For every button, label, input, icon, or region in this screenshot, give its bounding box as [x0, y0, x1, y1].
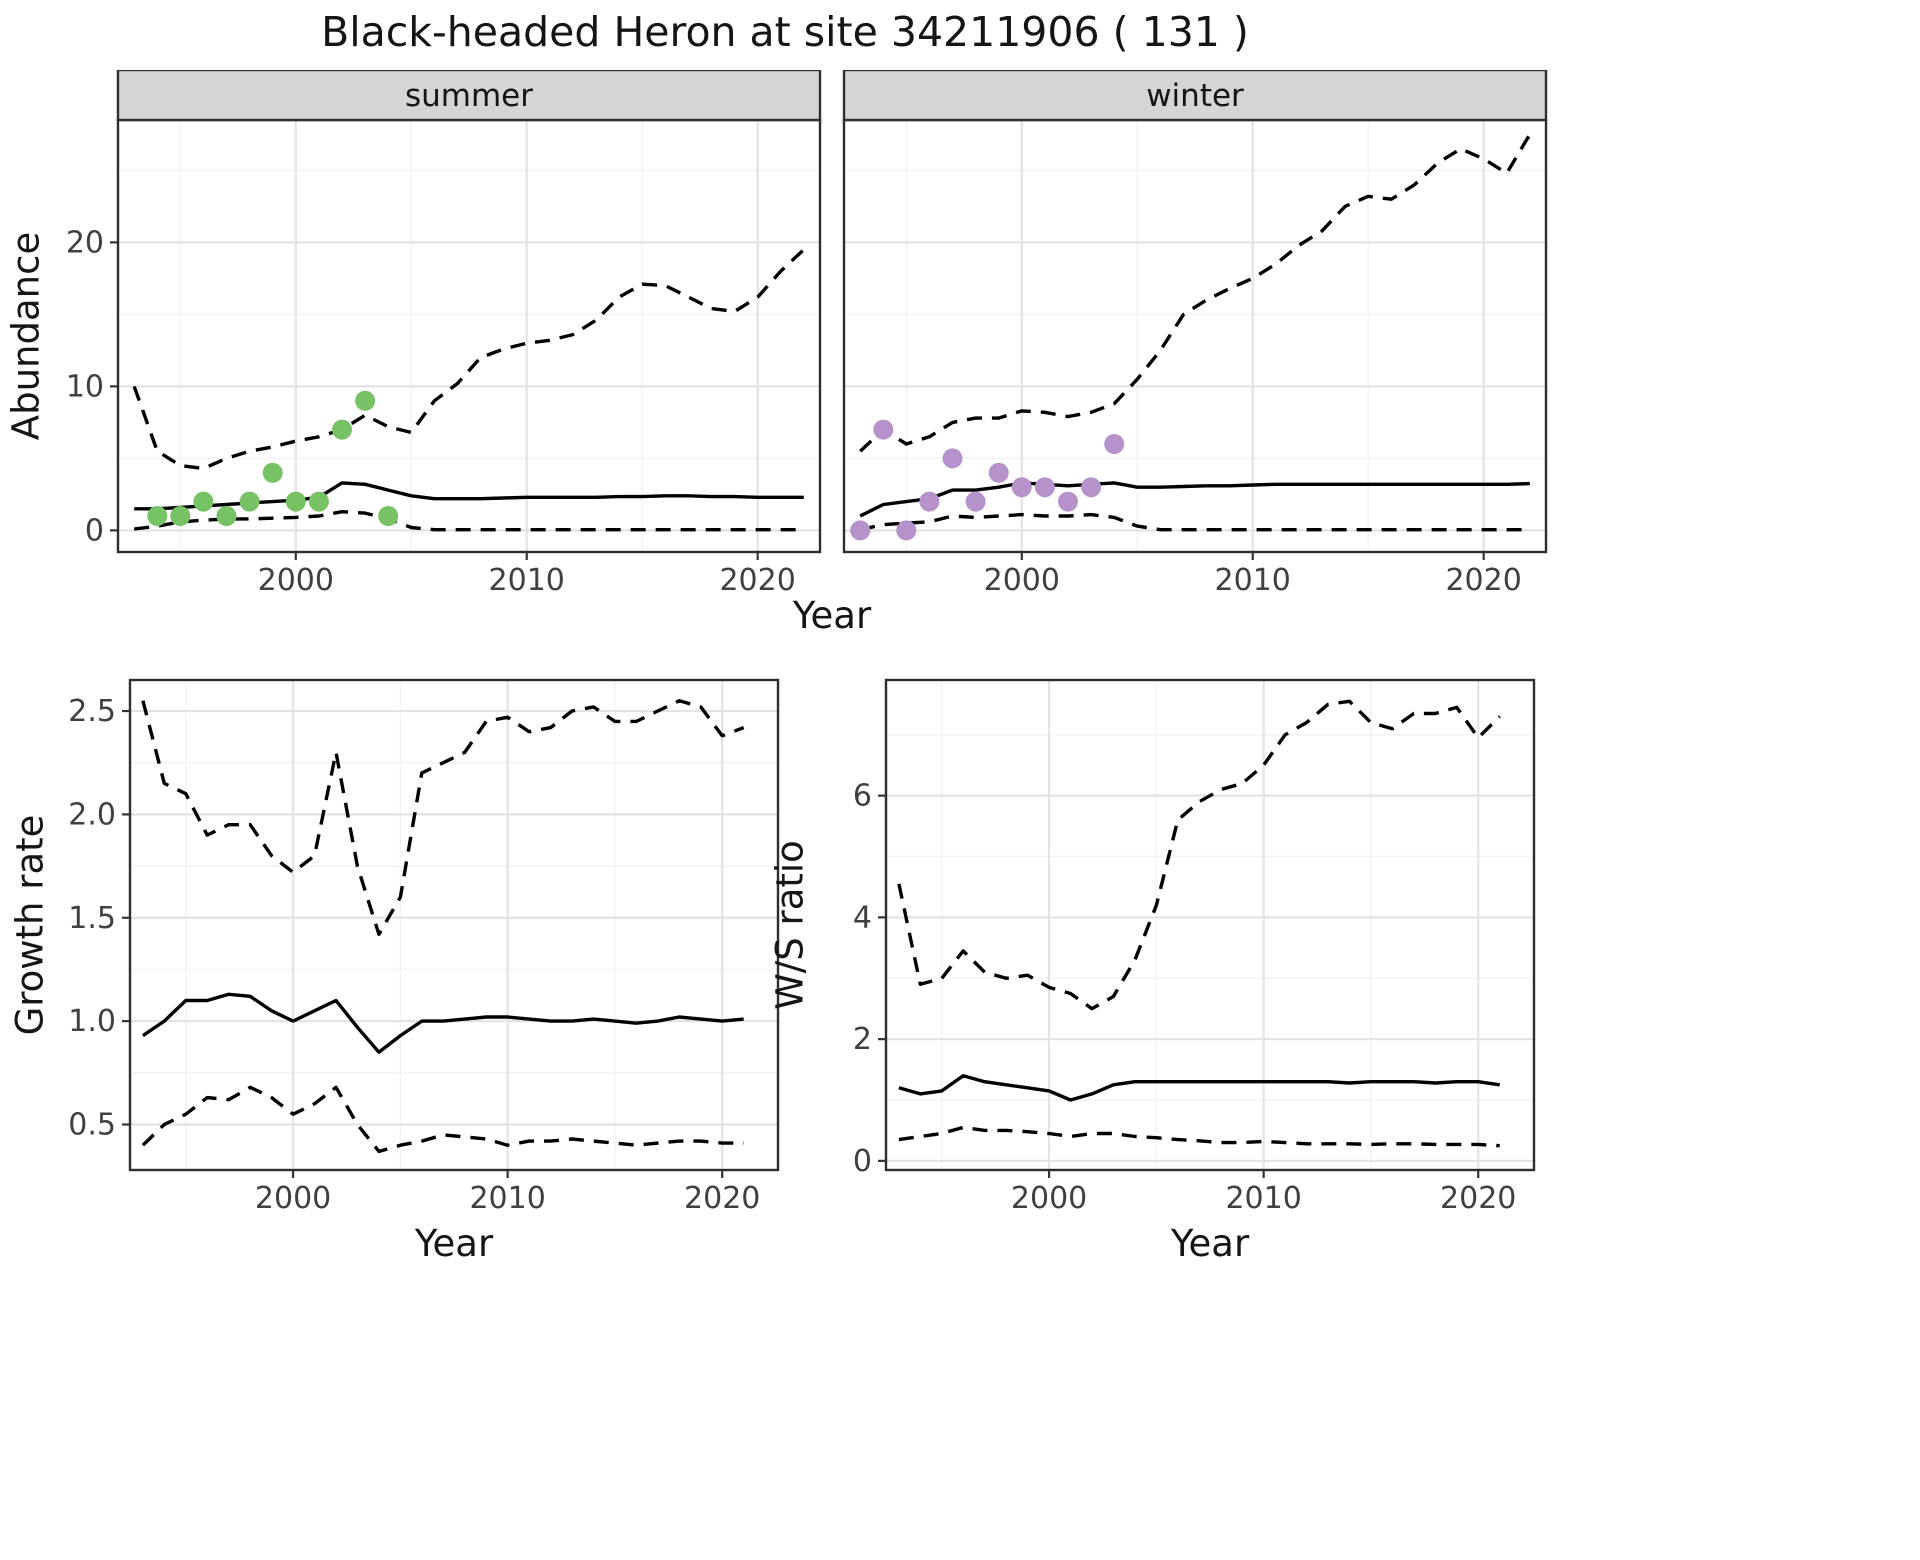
facet-strip-label: winter: [1146, 78, 1244, 114]
panel-winter: 2000 2010 2020 winter: [842, 70, 1548, 594]
observation-point: [262, 462, 283, 483]
y-tick-label: 0: [85, 513, 104, 548]
series-upper-ci: [859, 133, 1532, 453]
panel-growth-rate: 2000 2010 2020 0.5 1.0 1.5 2.0 2.5: [68, 678, 780, 1216]
x-tick-label: 2000: [984, 563, 1060, 594]
series-lower-ci: [133, 510, 804, 532]
growth-rate-x-axis-label: Year: [414, 1222, 494, 1265]
observation-point: [193, 491, 214, 512]
x-tick-label: 2020: [1440, 1181, 1516, 1216]
observation-point: [355, 390, 376, 411]
observation-point: [378, 506, 399, 526]
x-tick-label: 2020: [684, 1181, 760, 1216]
x-tick-label: 2010: [469, 1181, 545, 1216]
series-median: [859, 481, 1530, 518]
ws-ratio-chart: 2000 2010 2020 0 2 4 6: [853, 678, 1536, 1216]
abundance-facet-chart: 2000 2010 2020 0 10 20 summer 2000 2010 2020 winte…: [66, 70, 1548, 594]
observation-point: [919, 491, 940, 512]
panel-background: [118, 120, 820, 552]
facet-strip-label: summer: [405, 78, 533, 114]
panel-background: [844, 120, 1546, 552]
series-upper-ci: [897, 699, 1501, 1011]
x-tick-label: 2020: [719, 563, 795, 594]
y-tick-label: 1.5: [68, 901, 116, 936]
series-median: [141, 992, 744, 1054]
y-tick-label: 2: [853, 1022, 872, 1057]
observation-point: [1081, 477, 1102, 498]
y-tick-label: 4: [853, 900, 872, 935]
observation-point: [308, 491, 329, 512]
panel-background: [130, 680, 778, 1170]
abundance-x-axis-label: Year: [792, 594, 872, 637]
series-median: [898, 1074, 1500, 1102]
x-tick-label: 2010: [489, 563, 565, 594]
observation-point: [147, 506, 168, 526]
observation-point: [896, 520, 917, 541]
observation-point: [239, 491, 260, 512]
y-tick-label: 20: [66, 225, 104, 260]
observation-point: [170, 506, 191, 526]
y-tick-label: 2.0: [68, 797, 116, 832]
observation-point: [1011, 477, 1032, 498]
growth-rate-y-axis-label: Growth rate: [8, 814, 52, 1036]
observation-point: [1034, 477, 1055, 498]
panel-background: [886, 680, 1534, 1170]
series-upper-ci: [141, 699, 745, 936]
observation-point: [942, 448, 963, 469]
y-tick-label: 0: [853, 1144, 872, 1179]
x-tick-label: 2010: [1215, 563, 1291, 594]
panel-border: [884, 678, 1536, 1172]
abundance-y-axis-label: Abundance: [4, 231, 48, 441]
series-lower-ci: [859, 512, 1530, 532]
series-lower-ci: [898, 1125, 1500, 1148]
x-tick-label: 2000: [255, 1181, 331, 1216]
observation-point: [332, 419, 352, 440]
facet-strip: [116, 70, 822, 122]
ws-ratio-x-axis-label: Year: [1170, 1222, 1250, 1265]
panel-border: [128, 678, 780, 1172]
series-upper-ci: [132, 248, 805, 471]
observation-point: [850, 520, 871, 541]
figure-title: Black-headed Heron at site 34211906 ( 13…: [321, 8, 1249, 56]
x-tick-label: 2010: [1225, 1181, 1301, 1216]
observation-point: [216, 506, 237, 526]
growth-rate-chart: 2000 2010 2020 0.5 1.0 1.5 2.0 2.5: [68, 678, 780, 1216]
x-tick-label: 2000: [1011, 1181, 1087, 1216]
y-tick-label: 0.5: [68, 1108, 116, 1143]
observation-point: [1104, 434, 1125, 454]
panel-summer: 2000 2010 2020 0 10 20 summer: [66, 70, 822, 594]
observation-point: [988, 462, 1009, 483]
y-tick-label: 6: [853, 779, 872, 814]
observation-point: [285, 491, 306, 512]
y-tick-label: 2.5: [68, 694, 116, 729]
panel-ws-ratio: 2000 2010 2020 0 2 4 6: [853, 678, 1536, 1216]
observation-point: [965, 491, 986, 512]
x-tick-label: 2000: [258, 563, 334, 594]
x-tick-label: 2020: [1445, 563, 1521, 594]
observation-point: [1058, 491, 1078, 512]
y-tick-label: 1.0: [68, 1004, 116, 1039]
y-tick-label: 10: [66, 369, 104, 404]
facet-strip: [842, 70, 1548, 122]
observation-point: [873, 419, 894, 440]
